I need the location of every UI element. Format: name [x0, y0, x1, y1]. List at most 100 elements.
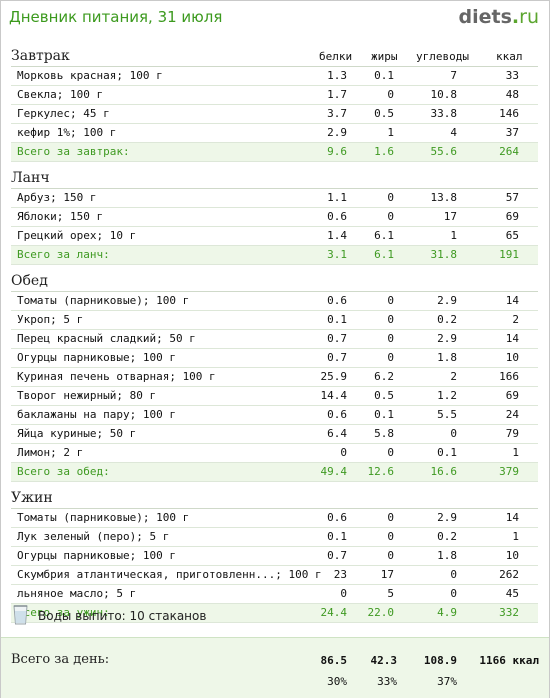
total-protein: 24.4 — [320, 606, 348, 619]
day-fat: 42.3 — [370, 654, 398, 667]
column-header-protein: белки — [319, 50, 353, 63]
food-fat: 0.1 — [374, 69, 394, 82]
food-kcal: 262 — [499, 568, 519, 581]
food-protein: 0 — [340, 587, 347, 600]
food-protein: 0.6 — [327, 294, 347, 307]
food-row[interactable]: Куриная печень отварная; 100 г 25.9 6.2 2 16… — [11, 368, 538, 387]
food-kcal: 69 — [505, 210, 519, 223]
food-row[interactable]: Лук зеленый (перо); 5 г 0.1 0 0.2 1 — [11, 528, 538, 547]
total-kcal: 332 — [499, 606, 519, 619]
food-fat: 0.5 — [374, 107, 394, 120]
food-carbs: 10.8 — [430, 88, 458, 101]
food-carbs: 2.9 — [437, 511, 457, 524]
food-protein: 25.9 — [320, 370, 348, 383]
food-row[interactable]: Творог нежирный; 80 г 14.4 0.5 1.2 69 — [11, 387, 538, 406]
meal-total-row: Всего за ланч: 3.1 6.1 31.8 191 — [11, 246, 538, 265]
food-row[interactable]: Геркулес; 45 г 3.7 0.5 33.8 146 — [11, 105, 538, 124]
food-carbs: 2.9 — [437, 332, 457, 345]
food-row[interactable]: Томаты (парниковые); 100 г 0.6 0 2.9 14 — [11, 509, 538, 528]
meal-total-row: Всего за завтрак: 9.6 1.6 55.6 264 — [11, 143, 538, 162]
total-kcal: 191 — [499, 248, 519, 261]
meals-table: Завтрак белки жиры углеводы ккал Морковь крас… — [11, 46, 538, 629]
food-kcal: 45 — [505, 587, 519, 600]
day-fat-pct: 33% — [377, 675, 397, 688]
food-kcal: 10 — [505, 549, 519, 562]
food-carbs: 33.8 — [430, 107, 458, 120]
day-total: Всего за день: 86.5 42.3 108.9 1166 ккал… — [1, 637, 549, 698]
food-protein: 0.7 — [327, 549, 347, 562]
food-fat: 0.1 — [374, 408, 394, 421]
day-carbs-pct: 37% — [437, 675, 457, 688]
food-fat: 0 — [387, 210, 394, 223]
food-kcal: 10 — [505, 351, 519, 364]
food-kcal: 166 — [499, 370, 519, 383]
meal-total-row: Всего за обед: 49.4 12.6 16.6 379 — [11, 463, 538, 482]
food-protein: 0.6 — [327, 408, 347, 421]
meal-name: Обед — [11, 273, 48, 289]
food-row[interactable]: Перец красный сладкий; 50 г 0.7 0 2.9 14 — [11, 330, 538, 349]
food-row[interactable]: льняное масло; 5 г 0 5 0 45 — [11, 585, 538, 604]
food-fat: 1 — [387, 126, 394, 139]
food-row[interactable]: Арбуз; 150 г 1.1 0 13.8 57 — [11, 189, 538, 208]
food-protein: 1.4 — [327, 229, 347, 242]
glass-icon — [13, 605, 28, 625]
food-protein: 0 — [340, 446, 347, 459]
food-row[interactable]: баклажаны на пару; 100 г 0.6 0.1 5.5 24 — [11, 406, 538, 425]
food-kcal: 79 — [505, 427, 519, 440]
food-row[interactable]: Яйца куриные; 50 г 6.4 5.8 0 79 — [11, 425, 538, 444]
food-kcal: 1 — [512, 530, 519, 543]
food-row[interactable]: Томаты (парниковые); 100 г 0.6 0 2.9 14 — [11, 292, 538, 311]
water-text: Воды выпито: 10 стаканов — [38, 609, 207, 623]
food-kcal: 2 — [512, 313, 519, 326]
food-row[interactable]: Скумбрия атлантическая, приготовленн...;… — [11, 566, 538, 585]
food-carbs: 2 — [450, 370, 457, 383]
food-carbs: 7 — [450, 69, 457, 82]
food-row[interactable]: Укроп; 5 г 0.1 0 0.2 2 — [11, 311, 538, 330]
food-protein: 1.3 — [327, 69, 347, 82]
food-name: льняное масло; 5 г — [17, 587, 137, 600]
food-protein: 14.4 — [320, 389, 348, 402]
total-kcal: 264 — [499, 145, 519, 158]
meal-name: Ужин — [11, 490, 53, 506]
food-row[interactable]: Морковь красная; 100 г 1.3 0.1 7 33 — [11, 67, 538, 86]
food-carbs: 0.2 — [437, 530, 457, 543]
food-protein: 6.4 — [327, 427, 347, 440]
food-kcal: 57 — [505, 191, 519, 204]
food-row[interactable]: Яблоки; 150 г 0.6 0 17 69 — [11, 208, 538, 227]
food-name: Творог нежирный; 80 г — [17, 389, 157, 402]
day-kcal: 1166 ккал — [479, 654, 539, 667]
food-name: Огурцы парниковые; 100 г — [17, 351, 176, 364]
food-protein: 0.6 — [327, 210, 347, 223]
food-row[interactable]: Лимон; 2 г 0 0 0.1 1 — [11, 444, 538, 463]
food-protein: 1.7 — [327, 88, 347, 101]
food-carbs: 1.8 — [437, 351, 457, 364]
total-carbs: 4.9 — [437, 606, 457, 619]
food-name: Яйца куриные; 50 г — [17, 427, 137, 440]
meal-name: Завтрак — [11, 48, 70, 64]
food-row[interactable]: Огурцы парниковые; 100 г 0.7 0 1.8 10 — [11, 547, 538, 566]
meal-section: Ужин Томаты (парниковые); 100 г 0.6 0 2.9 14 Л… — [11, 488, 538, 629]
meal-header: Завтрак белки жиры углеводы ккал — [11, 46, 538, 67]
day-protein: 86.5 — [320, 654, 348, 667]
food-row[interactable]: Свекла; 100 г 1.7 0 10.8 48 — [11, 86, 538, 105]
total-carbs: 55.6 — [430, 145, 458, 158]
food-name: Томаты (парниковые); 100 г — [17, 294, 190, 307]
day-total-label: Всего за день: — [11, 652, 110, 667]
site-logo[interactable]: diets.ru — [459, 6, 539, 28]
food-name: Арбуз; 150 г — [17, 191, 97, 204]
food-name: Укроп; 5 г — [17, 313, 84, 326]
food-fat: 0.5 — [374, 389, 394, 402]
food-row[interactable]: кефир 1%; 100 г 2.9 1 4 37 — [11, 124, 538, 143]
meal-total-label: Всего за ужин: — [17, 606, 110, 619]
food-carbs: 2.9 — [437, 294, 457, 307]
day-protein-pct: 30% — [327, 675, 347, 688]
food-row[interactable]: Огурцы парниковые; 100 г 0.7 0 1.8 10 — [11, 349, 538, 368]
food-fat: 0 — [387, 351, 394, 364]
food-carbs: 5.5 — [437, 408, 457, 421]
food-carbs: 0.1 — [437, 446, 457, 459]
food-row[interactable]: Грецкий орех; 10 г 1.4 6.1 1 65 — [11, 227, 538, 246]
food-carbs: 1.2 — [437, 389, 457, 402]
total-fat: 12.6 — [367, 465, 395, 478]
food-kcal: 65 — [505, 229, 519, 242]
